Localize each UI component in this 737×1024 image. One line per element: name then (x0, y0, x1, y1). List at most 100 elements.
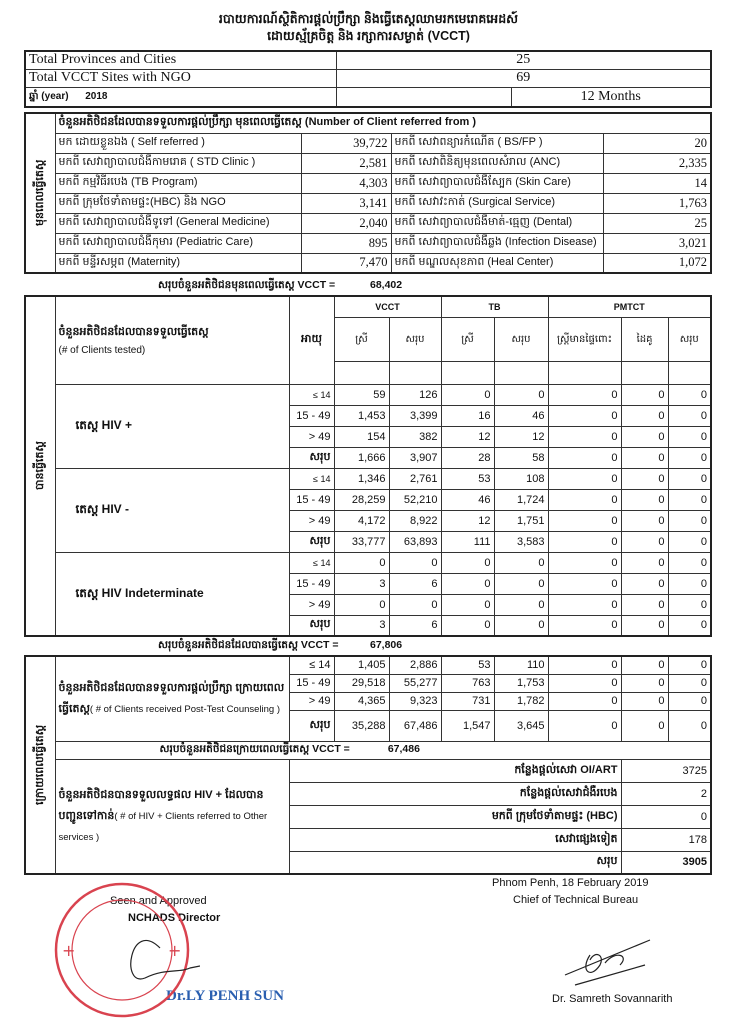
count-cell: 59 (333, 383, 390, 406)
count-cell: 0 (547, 655, 622, 675)
count-cell: 0 (440, 572, 495, 595)
group-header: PMTCT (547, 295, 712, 318)
age-cell: 15 - 49 (288, 673, 335, 693)
age-cell: ≤ 14 (288, 467, 335, 490)
count-cell: 0 (620, 404, 669, 427)
source-value: 14 (602, 172, 712, 194)
source-label: មកពី កម្មវិធីរបេង (TB Program) (54, 172, 302, 194)
count-cell: 16 (440, 404, 495, 427)
source-value: 39,722 (300, 132, 392, 154)
count-cell: 12 (440, 509, 495, 532)
director-name: Dr.LY PENH SUN (166, 988, 284, 1004)
director-title: NCHADS Director (128, 912, 221, 924)
pre-test-total-value: 68,402 (370, 279, 403, 291)
count-cell: 3 (333, 572, 390, 595)
count-cell: 0 (388, 551, 442, 574)
count-cell: 0 (667, 446, 712, 469)
count-cell: 0 (493, 614, 549, 637)
count-cell: 58 (493, 446, 549, 469)
post-test-row: សរុប 35,288 67,486 1,547 3,645 0 0 0 (25, 709, 712, 742)
referral-source-row: មក ដោយខ្លួនឯង ( Self referred ) 39,722 មកព… (25, 132, 712, 154)
count-cell: 0 (620, 425, 669, 448)
count-cell: 3,399 (388, 404, 442, 427)
test-result-row: តេស្ត HIV + ≤ 14 59 126 0 0 0 0 0 (25, 383, 712, 469)
count-cell: 111 (440, 530, 495, 553)
count-cell: 1,724 (493, 488, 549, 511)
count-cell: 0 (667, 572, 712, 595)
report-subtitle: ដោយស្ម័គ្រចិត្ត និង រក្សាការសម្ងាត់ (VCC… (267, 29, 470, 43)
count-cell: 0 (620, 509, 669, 532)
count-cell: 0 (493, 572, 549, 595)
count-cell: 0 (667, 673, 712, 693)
count-cell: 0 (620, 383, 669, 406)
count-cell: 763 (440, 673, 495, 693)
svg-text:+: + (168, 941, 181, 960)
count-cell: 0 (667, 530, 712, 553)
referral-count: 3725 (620, 758, 712, 783)
provinces-value: 25 (335, 50, 712, 70)
count-cell: 382 (388, 425, 442, 448)
count-cell: 0 (547, 614, 622, 637)
age-cell: 15 - 49 (288, 404, 335, 427)
provinces-label: Total Provinces and Cities (24, 50, 337, 70)
chief-signature (564, 939, 651, 986)
chief-name: Dr. Samreth Sovannarith (552, 993, 673, 1005)
age-cell: > 49 (288, 509, 335, 532)
count-cell: 8,922 (388, 509, 442, 532)
post-test-row: ក្រោយពេលធ្វើតេស្ត ចំនួនអតិថិជនដែលបានទទួលក… (25, 655, 712, 874)
count-cell: 12 (493, 425, 549, 448)
blank-cell (335, 86, 512, 108)
column-subheader: សរុប (493, 316, 549, 362)
count-cell: 1,453 (333, 404, 390, 427)
approved-label: Seen and Approved (110, 895, 207, 907)
referral-row: សរុប 3905 (25, 850, 712, 875)
age-header: អាយុ (288, 295, 335, 385)
age-cell: 15 - 49 (288, 572, 335, 595)
source-value: 895 (300, 232, 392, 254)
count-cell: 731 (440, 691, 495, 711)
age-cell: ≤ 14 (288, 655, 335, 675)
blank-cell (667, 360, 712, 385)
referral-label-km: ចំនួនអតិថិជនបានទទួលលទ្ធផល HIV + ដែលបានបញ… (58, 788, 264, 822)
source-value: 3,141 (300, 192, 392, 214)
count-cell: 0 (547, 383, 622, 406)
count-cell: 0 (493, 593, 549, 616)
pre-test-table: មុនពេលធ្វើតេស្ត ចំនួនអតិថិជនដែលបានទទួលការ… (24, 112, 712, 274)
testing-table: បានធ្វើតេស្ត ចំនួនអតិថិជនដែលបានទទួលធ្វើតេ… (24, 295, 712, 637)
source-value: 2,335 (602, 152, 712, 174)
source-value: 7,470 (300, 252, 392, 274)
source-label: មកពី សេវាព្យាបាលជំងឺកាមរោគ ( STD Clinic … (54, 152, 302, 174)
count-cell: 2,761 (388, 467, 442, 490)
official-stamp: + + (54, 882, 200, 1018)
count-cell: 0 (620, 673, 669, 693)
source-label: មកពី សេវាពន្យារកំណើត ( BS/FP ) (390, 132, 604, 154)
source-value: 2,581 (300, 152, 392, 174)
source-label: មកពី មន្ទីរសម្ភព (Maternity) (54, 252, 302, 274)
count-cell: 0 (547, 673, 622, 693)
test-result-label: តេស្ត HIV - (54, 467, 290, 553)
count-cell: 28 (440, 446, 495, 469)
count-cell: 4,365 (333, 691, 390, 711)
referral-count: 3905 (620, 850, 712, 875)
count-cell: 0 (620, 551, 669, 574)
count-cell: 0 (620, 446, 669, 469)
referral-row: មកពី ក្រុមថែទាំតាមផ្ទះ (HBC) 0 (25, 804, 712, 829)
testing-label-km: ចំនួនអតិថិជនដែលបានទទួលធ្វើតេស្ត (58, 325, 209, 338)
count-cell: 1,666 (333, 446, 390, 469)
count-cell: 28,259 (333, 488, 390, 511)
source-label: មកពី សេវាវះកាត់ (Surgical Service) (390, 192, 604, 214)
count-cell: 0 (333, 551, 390, 574)
source-label: មកពី សេវាព្យាបាលជំងឺស្បែក (Skin Care) (390, 172, 604, 194)
column-subheader: ស្រី (440, 316, 495, 362)
age-cell: សរុប (288, 446, 335, 469)
period-value: 12 Months (510, 86, 712, 108)
count-cell: 12 (440, 425, 495, 448)
count-cell: 1,753 (493, 673, 549, 693)
count-cell: 67,486 (388, 709, 442, 742)
count-cell: 0 (620, 691, 669, 711)
referral-destination: សរុប (288, 850, 622, 875)
count-cell: 33,777 (333, 530, 390, 553)
source-value: 25 (602, 212, 712, 234)
count-cell: 6 (388, 614, 442, 637)
count-cell: 1,751 (493, 509, 549, 532)
